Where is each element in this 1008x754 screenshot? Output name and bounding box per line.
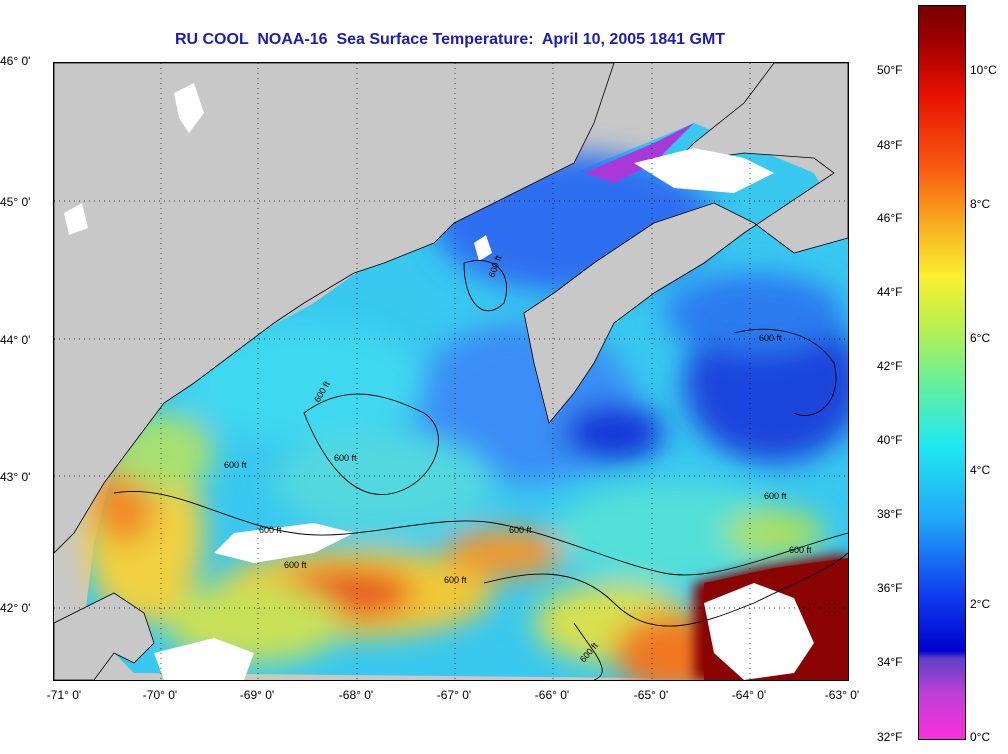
colorbar-tick-f: 34°F	[877, 655, 903, 669]
colorbar-tick-f: 42°F	[877, 359, 903, 373]
cloud-cover	[64, 83, 814, 680]
temperature-colorbar	[918, 5, 966, 740]
lat-label-45: 45° 0'	[0, 195, 31, 209]
lat-label-46: 46° 0'	[0, 54, 31, 68]
colorbar-tick-f: 44°F	[877, 285, 903, 299]
contour-label: 600 ft	[334, 453, 357, 463]
colorbar-tick-f: 36°F	[877, 581, 903, 595]
colorbar-tick-c: 6°C	[970, 331, 991, 345]
colorbar-tick-c: 2°C	[970, 597, 991, 611]
colorbar-gradient	[919, 6, 965, 739]
colorbar-tick-f: 48°F	[877, 138, 903, 152]
contour-label: 600 ft	[759, 333, 782, 343]
lon-label-67: -67° 0'	[436, 688, 472, 702]
lon-label-65: -65° 0'	[633, 688, 669, 702]
lon-label-71: -71° 0'	[46, 688, 82, 702]
contour-label: 600 ft	[259, 525, 282, 535]
colorbar-tick-f: 32°F	[877, 730, 903, 744]
colorbar-tick-c: 8°C	[970, 197, 991, 211]
contour-label: 600 ft	[224, 460, 247, 470]
contour-label: 600 ft	[764, 491, 787, 501]
colorbar-tick-f: 50°F	[877, 63, 903, 77]
colorbar-tick-c: 10°C	[970, 63, 997, 77]
colorbar-tick-f: 46°F	[877, 211, 903, 225]
colorbar-tick-c: 0°C	[970, 730, 991, 744]
lon-label-66: -66° 0'	[534, 688, 570, 702]
sst-map: 600 ft 600 ft 600 ft 600 ft 600 ft 600 f…	[53, 62, 849, 681]
contour-label: 600 ft	[789, 545, 812, 555]
colorbar-tick-f: 38°F	[877, 507, 903, 521]
coastline	[54, 63, 848, 680]
lon-label-70: -70° 0'	[142, 688, 178, 702]
lon-label-69: -69° 0'	[239, 688, 275, 702]
sst-map-canvas: 600 ft 600 ft 600 ft 600 ft 600 ft 600 f…	[54, 63, 848, 680]
lat-label-43: 43° 0'	[0, 470, 31, 484]
lon-label-68: -68° 0'	[338, 688, 374, 702]
contour-label: 600 ft	[284, 560, 307, 570]
lon-label-64: -64° 0'	[731, 688, 767, 702]
contour-label: 600 ft	[444, 575, 467, 585]
colorbar-tick-f: 40°F	[877, 433, 903, 447]
lon-label-63: -63° 0'	[824, 688, 860, 702]
map-title: RU COOL NOAA-16 Sea Surface Temperature:…	[174, 31, 726, 48]
contour-label: 600 ft	[509, 525, 532, 535]
depth-contours	[113, 259, 848, 680]
colorbar-tick-c: 4°C	[970, 463, 991, 477]
lat-label-42: 42° 0'	[0, 601, 31, 615]
lat-label-44: 44° 0'	[0, 333, 31, 347]
